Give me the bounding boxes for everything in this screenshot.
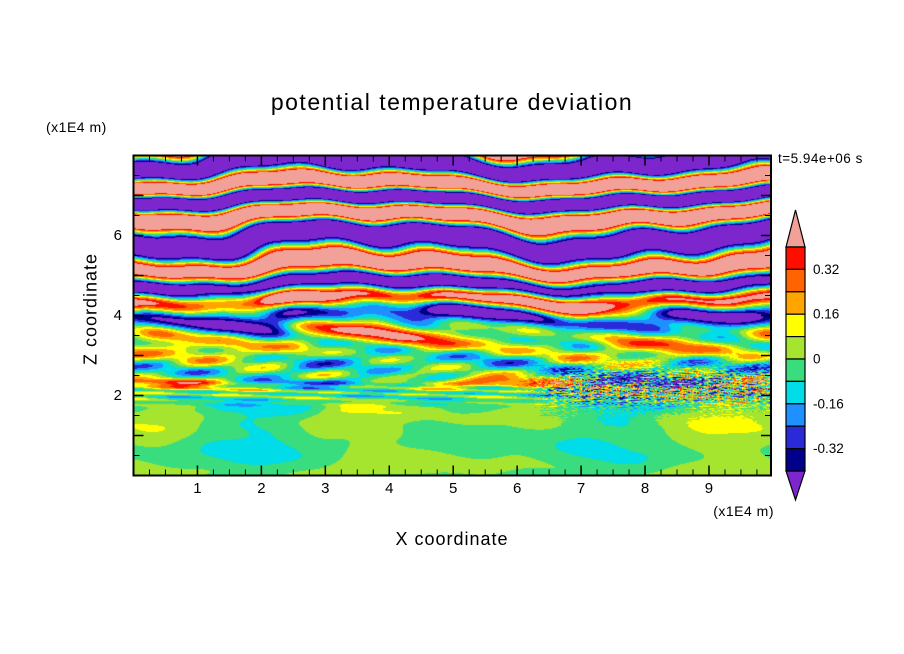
y-tick-label: 6 — [113, 226, 122, 244]
colorbar-tick-label: 0.16 — [813, 307, 839, 322]
x-tick-label: 5 — [449, 480, 458, 497]
x-tick-label: 2 — [257, 480, 266, 497]
colorbar-band — [785, 448, 806, 472]
colorbar-arrow-top — [785, 209, 806, 248]
colorbar-band — [785, 246, 806, 270]
chart-title: potential temperature deviation — [270, 89, 634, 115]
x-tick-label: 1 — [193, 480, 202, 497]
colorbar-band — [785, 291, 806, 315]
colorbar-band — [785, 380, 806, 405]
colorbar: 0.32 0.16 0 -0.16 -0.32 — [785, 209, 844, 502]
colorbar-band — [785, 425, 806, 450]
x-tick-label: 6 — [512, 480, 522, 497]
x-tick-label: 7 — [576, 480, 586, 497]
colorbar-band — [785, 313, 806, 338]
x-tick-label: 3 — [321, 480, 330, 497]
x-axis-label: X coordinate — [395, 529, 509, 549]
y-tick-label: 2 — [113, 386, 122, 404]
colorbar-band — [785, 268, 806, 293]
x-tick-label: 9 — [704, 480, 714, 497]
colorbar-tick-label: 0.32 — [813, 262, 839, 277]
x-axis-unit-label: (x1E4 m) — [713, 503, 774, 519]
x-tick-label: 4 — [385, 480, 394, 497]
colorbar-band — [785, 403, 806, 427]
colorbar-tick-label: -0.32 — [813, 441, 844, 456]
colorbar-band — [785, 336, 806, 360]
time-annotation: t=5.94e+06 s — [778, 151, 863, 166]
colorbar-tick-label: 0 — [813, 352, 821, 367]
y-axis-unit-label: (x1E4 m) — [46, 119, 107, 135]
y-tick-label: 4 — [113, 306, 122, 324]
colorbar-tick-label: -0.16 — [813, 396, 844, 411]
contour-field — [134, 156, 770, 475]
colorbar-arrow-bottom — [785, 470, 806, 502]
x-tick-label: 8 — [640, 480, 650, 497]
colorbar-band — [785, 358, 806, 382]
